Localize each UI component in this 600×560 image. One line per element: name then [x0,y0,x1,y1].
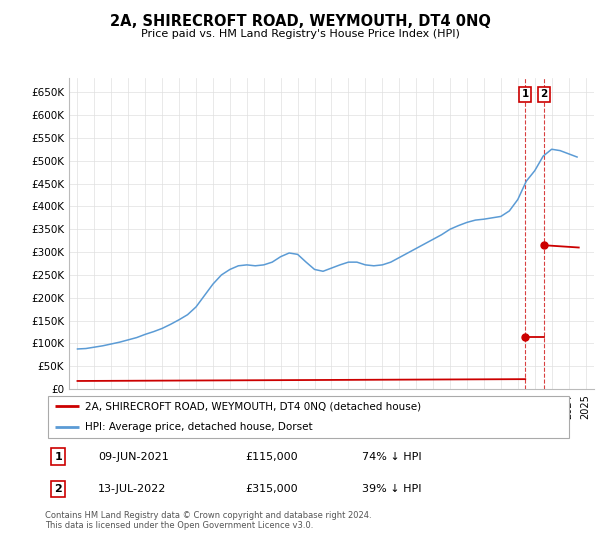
Text: 09-JUN-2021: 09-JUN-2021 [98,451,169,461]
Text: 1: 1 [55,451,62,461]
Text: £115,000: £115,000 [245,451,298,461]
FancyBboxPatch shape [47,395,569,438]
Text: 2A, SHIRECROFT ROAD, WEYMOUTH, DT4 0NQ: 2A, SHIRECROFT ROAD, WEYMOUTH, DT4 0NQ [110,14,490,29]
Text: 39% ↓ HPI: 39% ↓ HPI [362,484,421,494]
Text: 13-JUL-2022: 13-JUL-2022 [98,484,166,494]
Text: £315,000: £315,000 [245,484,298,494]
Text: Contains HM Land Registry data © Crown copyright and database right 2024.
This d: Contains HM Land Registry data © Crown c… [45,511,371,530]
Text: HPI: Average price, detached house, Dorset: HPI: Average price, detached house, Dors… [85,422,312,432]
Text: 1: 1 [521,90,529,99]
Text: 2A, SHIRECROFT ROAD, WEYMOUTH, DT4 0NQ (detached house): 2A, SHIRECROFT ROAD, WEYMOUTH, DT4 0NQ (… [85,401,421,411]
Text: 74% ↓ HPI: 74% ↓ HPI [362,451,421,461]
Text: Price paid vs. HM Land Registry's House Price Index (HPI): Price paid vs. HM Land Registry's House … [140,29,460,39]
Text: 2: 2 [55,484,62,494]
Text: 2: 2 [540,90,547,99]
